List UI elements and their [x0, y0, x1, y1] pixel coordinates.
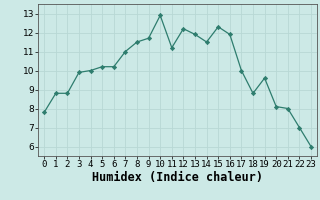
X-axis label: Humidex (Indice chaleur): Humidex (Indice chaleur) — [92, 171, 263, 184]
